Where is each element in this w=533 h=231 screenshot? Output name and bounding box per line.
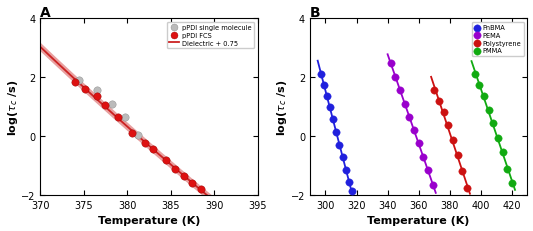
PEMA (410, 128, 418, 132)
PMMA (489, 122, 497, 125)
Polystyrene (430, 89, 439, 93)
Polystyrene (434, 100, 443, 103)
PnBMA (338, 156, 347, 159)
PEMA (419, 155, 427, 159)
Polystyrene (463, 186, 471, 190)
PMMA (480, 95, 488, 99)
PnBMA (317, 73, 325, 77)
PEMA (391, 76, 400, 80)
PnBMA (326, 106, 334, 110)
PnBMA (342, 168, 350, 172)
Point (107, 102, 116, 106)
Y-axis label: log($\tau_c$ /s): log($\tau_c$ /s) (275, 79, 289, 135)
PMMA (494, 136, 502, 140)
Point (114, 116, 123, 119)
Point (127, 132, 136, 135)
PMMA (507, 182, 516, 185)
PEMA (405, 116, 414, 119)
Polystyrene (444, 124, 453, 127)
PEMA (386, 61, 395, 65)
Polystyrene (453, 154, 462, 158)
PEMA (429, 183, 437, 187)
Text: B: B (310, 6, 320, 19)
PMMA (475, 83, 483, 87)
Point (101, 104, 110, 108)
Point (188, 182, 197, 185)
Point (133, 133, 142, 137)
Legend: pPDI single molecule, pPDI FCS, Dielectric + 0.75: pPDI single molecule, pPDI FCS, Dielectr… (167, 23, 254, 49)
Point (71, 80, 79, 84)
PEMA (424, 168, 432, 172)
Point (162, 159, 171, 162)
Y-axis label: log($\tau_c$ /s): log($\tau_c$ /s) (5, 79, 20, 135)
Point (121, 116, 130, 119)
PnBMA (335, 143, 344, 147)
Text: A: A (40, 6, 51, 19)
Polystyrene (439, 111, 448, 114)
Legend: PnBMA, PEMA, Polystyrene, PMMA: PnBMA, PEMA, Polystyrene, PMMA (472, 23, 524, 57)
PMMA (503, 167, 512, 171)
PnBMA (329, 118, 337, 121)
PMMA (498, 151, 507, 155)
PEMA (415, 142, 423, 146)
Point (197, 188, 205, 191)
Point (149, 148, 158, 152)
PnBMA (323, 95, 332, 99)
PnBMA (344, 180, 353, 184)
Point (92, 89, 101, 93)
Point (81, 88, 90, 91)
PnBMA (332, 130, 341, 134)
PEMA (400, 102, 409, 106)
Polystyrene (449, 138, 457, 142)
PMMA (470, 73, 479, 77)
PEMA (396, 89, 405, 93)
Point (180, 174, 188, 178)
Point (75, 79, 84, 83)
PnBMA (320, 83, 328, 87)
Point (92, 95, 101, 99)
X-axis label: Temperature (K): Temperature (K) (98, 216, 200, 225)
PMMA (484, 108, 493, 112)
Polystyrene (458, 170, 466, 173)
X-axis label: Temperature (K): Temperature (K) (367, 216, 470, 225)
Point (140, 142, 149, 146)
PnBMA (348, 189, 356, 193)
Point (171, 167, 179, 171)
